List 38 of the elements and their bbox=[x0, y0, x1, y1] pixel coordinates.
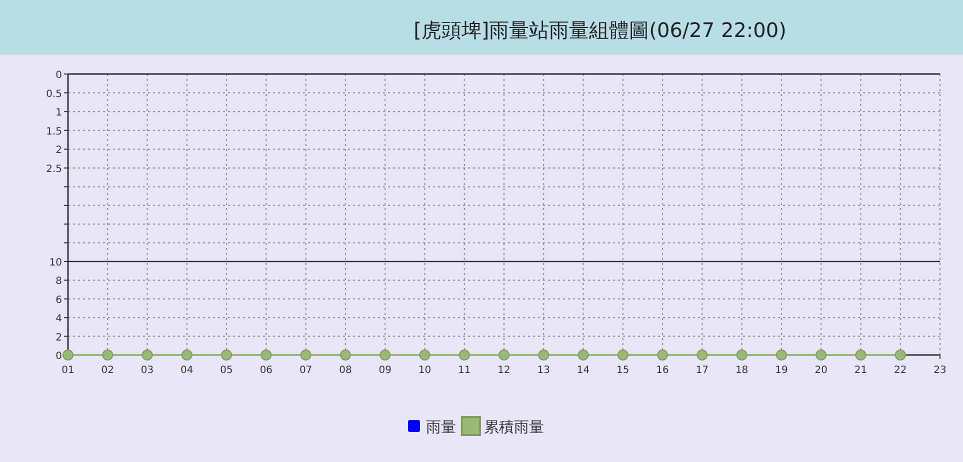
x-tick-label: 22 bbox=[894, 365, 907, 376]
x-tick-label: 20 bbox=[814, 365, 828, 376]
x-tick-label: 09 bbox=[378, 365, 392, 376]
x-tick-label: 18 bbox=[735, 365, 748, 376]
x-tick-label: 16 bbox=[656, 365, 669, 376]
x-tick-label: 12 bbox=[498, 365, 510, 376]
y-tick-label: 10 bbox=[49, 258, 62, 268]
y-tick-label: 2 bbox=[56, 145, 62, 156]
y-tick-label: 0 bbox=[56, 70, 62, 81]
x-tick-label: 14 bbox=[576, 365, 590, 376]
x-tick-label: 21 bbox=[854, 365, 868, 376]
x-tick-label: 03 bbox=[140, 365, 154, 376]
x-tick-label: 06 bbox=[260, 365, 273, 376]
x-tick-label: 17 bbox=[696, 365, 709, 376]
y-tick-label: 4 bbox=[56, 314, 62, 325]
x-tick-label: 02 bbox=[101, 365, 114, 376]
x-tick-label: 04 bbox=[180, 365, 194, 376]
x-tick-label: 15 bbox=[616, 365, 630, 376]
y-tick-label: 0.5 bbox=[46, 88, 62, 100]
x-tick-label: 13 bbox=[537, 365, 550, 376]
y-tick-label: 2.5 bbox=[46, 164, 62, 175]
y-tick-label: 6 bbox=[56, 294, 62, 306]
x-tick-label: 01 bbox=[62, 365, 74, 376]
chart-title: [虎頭埤]雨量站雨量組體圖(06/27 22:00) bbox=[414, 18, 786, 42]
x-tick-label: 23 bbox=[934, 365, 946, 376]
x-tick-label: 08 bbox=[339, 365, 352, 376]
y-tick-label: 1 bbox=[56, 108, 62, 119]
x-tick-label: 19 bbox=[775, 365, 788, 376]
y-tick-label: 2 bbox=[56, 332, 62, 344]
x-tick-label: 07 bbox=[299, 365, 312, 376]
legend-label: 累積雨量 bbox=[484, 418, 544, 436]
y-tick-label: 1.5 bbox=[46, 126, 62, 138]
x-tick-label: 11 bbox=[458, 365, 471, 376]
x-tick-label: 10 bbox=[418, 365, 432, 376]
x-tick-label: 05 bbox=[220, 365, 233, 376]
y-tick-label: 0 bbox=[56, 351, 62, 362]
y-tick-label: 8 bbox=[56, 276, 62, 288]
legend-label: 雨量 bbox=[426, 418, 456, 436]
